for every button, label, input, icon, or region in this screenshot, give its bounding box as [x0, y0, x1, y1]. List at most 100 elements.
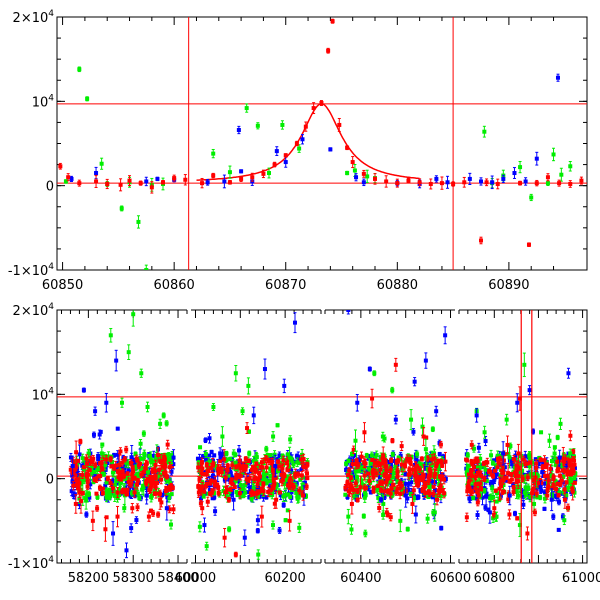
bottom-red-data-point: [196, 465, 201, 470]
bottom-blue-data-point: [151, 453, 156, 458]
bottom-red-data-point: [238, 466, 243, 471]
bottom-green-data-point: [285, 508, 290, 513]
top-red-data-point: [94, 179, 99, 184]
bottom-blue-data-point: [405, 496, 410, 501]
bottom-red-data-point: [148, 480, 153, 485]
top-red-data-point: [58, 164, 63, 169]
bottom-red-data-point: [254, 461, 259, 466]
bottom-red-data-point: [199, 488, 204, 493]
bottom-red-data-point: [204, 462, 209, 467]
top-red-data-point: [161, 180, 165, 185]
bottom-blue-data-point: [439, 526, 444, 531]
bottom-green-data-point: [291, 462, 296, 467]
bottom-green-data-point: [164, 491, 169, 496]
bottom-blue-data-point: [84, 512, 89, 517]
bottom-red-data-point: [218, 466, 223, 471]
bottom-blue-data-point: [275, 457, 280, 462]
top-green-data-point: [345, 171, 350, 176]
bottom-blue-data-point: [88, 482, 93, 487]
bottom-red-data-point: [266, 459, 271, 464]
bottom-blue-data-point: [413, 512, 418, 517]
bottom-blue-data-point: [111, 453, 116, 458]
bottom-blue-data-point: [377, 475, 382, 480]
bottom-red-data-point: [130, 472, 135, 477]
bottom-blue-data-point: [77, 502, 82, 507]
bottom-red-data-point: [113, 463, 118, 468]
bottom-red-data-point: [170, 485, 175, 490]
bottom-red-data-point: [196, 484, 201, 489]
bottom-red-data-point: [152, 481, 157, 486]
bottom-green-data-point: [89, 470, 94, 475]
bottom-red-data-point: [143, 466, 148, 471]
top-red-data-point: [373, 176, 377, 181]
bottom-red-data-point: [271, 476, 276, 481]
bottom-blue-data-point: [129, 526, 134, 531]
bottom-red-data-point: [279, 472, 284, 477]
bottom-red-data-point: [218, 459, 223, 464]
bottom-green-data-point: [82, 478, 87, 483]
bottom-red-data-point: [99, 461, 104, 466]
bottom-red-data-point: [80, 473, 85, 478]
bottom-green-data-point: [117, 487, 122, 492]
bottom-blue-data-point: [132, 487, 137, 492]
top-red-data-point: [118, 182, 123, 187]
top-green-data-point: [365, 174, 370, 179]
top-blue-data-point: [434, 176, 439, 181]
bottom-blue-data-point: [228, 469, 233, 474]
bottom-red-data-point: [144, 479, 149, 484]
bottom-green-data-point: [166, 495, 171, 500]
bottom-green-data-point: [259, 480, 264, 485]
bottom-red-data-point: [261, 481, 266, 486]
bottom-green-data-point: [148, 458, 153, 463]
bottom-green-data-point: [198, 445, 203, 450]
bottom-red-data-point: [152, 491, 157, 496]
bottom-blue-data-point: [424, 473, 429, 478]
bottom-red-data-point: [208, 491, 213, 496]
bottom-blue-data-point: [160, 493, 165, 498]
bottom-blue-data-point: [132, 460, 137, 465]
bottom-red-data-point: [171, 507, 176, 512]
bottom-red-data-point: [77, 490, 82, 495]
bottom-green-data-point: [233, 452, 238, 457]
bottom-red-data-point: [115, 490, 120, 495]
bottom-green-data-point: [300, 454, 305, 459]
bottom-green-data-point: [296, 461, 301, 466]
bottom-green-data-point: [275, 423, 280, 428]
bottom-green-data-point: [246, 429, 251, 434]
bottom-season-cloud: [343, 417, 448, 535]
bottom-red-data-point: [305, 462, 310, 467]
bottom-blue-data-point: [114, 466, 119, 471]
top-red-data-point: [294, 141, 299, 146]
bottom-green-data-point: [276, 469, 281, 474]
bottom-green-data-point: [141, 456, 146, 461]
bottom-blue-data-point: [115, 452, 120, 457]
bottom-red-data-point: [200, 484, 205, 489]
top-blue-data-point: [144, 179, 149, 184]
bottom-red-data-point: [213, 479, 218, 484]
bottom-x-tick-label: 60000: [175, 571, 216, 586]
bottom-red-data-point: [197, 477, 202, 482]
bottom-blue-data-point: [97, 432, 102, 437]
bottom-red-data-point: [225, 487, 230, 492]
bottom-red-data-point: [84, 456, 89, 461]
bottom-red-data-point: [225, 464, 230, 469]
top-red-data-point: [326, 48, 331, 53]
bottom-axis-break: [187, 562, 191, 565]
bottom-green-data-point: [106, 454, 111, 459]
bottom-green-data-point: [251, 486, 256, 491]
bottom-red-data-point: [251, 465, 256, 470]
bottom-green-data-point: [300, 483, 305, 488]
bottom-green-data-point: [411, 496, 416, 501]
bottom-green-data-point: [146, 474, 151, 479]
bottom-red-data-point: [104, 457, 109, 462]
bottom-blue-data-point: [103, 483, 108, 488]
bottom-red-data-point: [169, 464, 174, 469]
bottom-red-data-point: [87, 467, 92, 472]
bottom-red-data-point: [256, 477, 261, 482]
top-blue-data-point: [205, 180, 210, 185]
top-blue-data-point: [445, 180, 450, 185]
bottom-blue-data-point: [247, 495, 252, 500]
bottom-red-data-point: [271, 485, 276, 490]
bottom-red-data-point: [128, 482, 133, 487]
top-red-data-point: [138, 181, 143, 186]
